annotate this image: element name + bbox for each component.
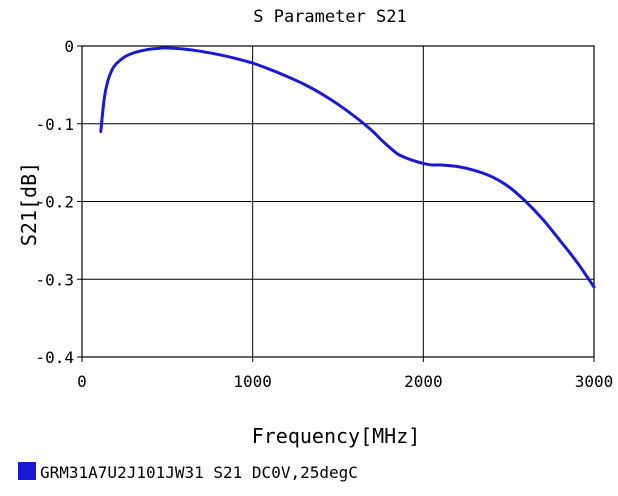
x-axis-label: Frequency[MHz]: [252, 424, 421, 448]
y-tick-label: -0.2: [35, 193, 74, 212]
x-tick-label: 3000: [575, 372, 614, 391]
x-tick-label: 2000: [404, 372, 443, 391]
chart-title: S Parameter S21: [253, 7, 407, 27]
legend-swatch: [18, 462, 36, 480]
legend-label: GRM31A7U2J101JW31 S21 DC0V,25degC: [40, 463, 358, 482]
grid-lines: [82, 46, 594, 357]
axis-ticks: 0 1000 2000 3000 0 -0.1 -0.2 -0.3 -0.4: [35, 37, 613, 391]
legend: GRM31A7U2J101JW31 S21 DC0V,25degC: [18, 462, 358, 482]
y-tick-label: -0.4: [35, 348, 74, 367]
series-line: [99, 46, 596, 289]
y-tick-label: -0.3: [35, 270, 74, 289]
series-layer: [99, 46, 596, 289]
y-tick-label: 0: [64, 37, 74, 56]
y-axis-label: S21[dB]: [17, 162, 41, 246]
x-tick-label: 1000: [233, 372, 272, 391]
x-tick-label: 0: [77, 372, 87, 391]
y-tick-label: -0.1: [35, 115, 74, 134]
